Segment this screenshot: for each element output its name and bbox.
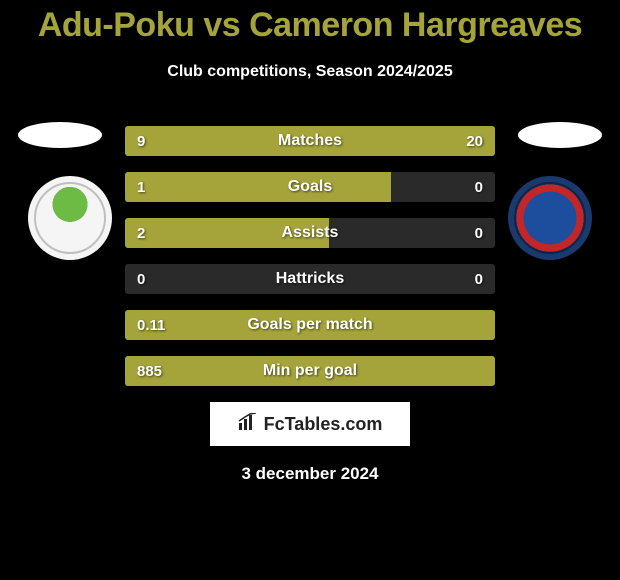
stat-value-left: 0 [125, 264, 157, 294]
date-text: 3 december 2024 [0, 464, 620, 484]
stat-row: Hattricks0 0 [125, 264, 495, 294]
form-indicator-right [518, 122, 602, 148]
stat-row: Min per goal885 [125, 356, 495, 386]
stat-label: Goals [125, 172, 495, 202]
stat-row: Assists2 0 [125, 218, 495, 248]
chart-icon [238, 413, 258, 436]
stat-label: Min per goal [125, 356, 495, 386]
stat-value-left: 9 [125, 126, 157, 156]
stat-label: Assists [125, 218, 495, 248]
stat-row: Goals per match0.11 [125, 310, 495, 340]
page-subtitle: Club competitions, Season 2024/2025 [0, 63, 620, 81]
stat-value-left: 1 [125, 172, 157, 202]
stats-bars: Matches920Goals10Assists20Hattricks00Goa… [125, 126, 495, 386]
stat-label: Hattricks [125, 264, 495, 294]
stat-value-left: 0.11 [125, 310, 177, 340]
stat-value-right: 20 [454, 126, 495, 156]
form-indicator-left [18, 122, 102, 148]
club-badge-right [508, 176, 592, 260]
club-badge-right-inner [514, 182, 586, 254]
stat-value-right: 0 [463, 264, 495, 294]
club-badge-left-inner [34, 182, 106, 254]
stat-label: Goals per match [125, 310, 495, 340]
brand-badge: FcTables.com [210, 402, 410, 446]
stat-row: Matches9 20 [125, 126, 495, 156]
club-badge-left [28, 176, 112, 260]
stat-value-left: 885 [125, 356, 174, 386]
stat-value-right: 0 [463, 218, 495, 248]
page-title: Adu-Poku vs Cameron Hargreaves [0, 0, 620, 45]
stat-value-left: 2 [125, 218, 157, 248]
stat-value-right: 0 [463, 172, 495, 202]
brand-text: FcTables.com [264, 414, 383, 435]
stat-label: Matches [125, 126, 495, 156]
stat-row: Goals1 0 [125, 172, 495, 202]
comparison-content: Matches920Goals10Assists20Hattricks00Goa… [0, 126, 620, 386]
